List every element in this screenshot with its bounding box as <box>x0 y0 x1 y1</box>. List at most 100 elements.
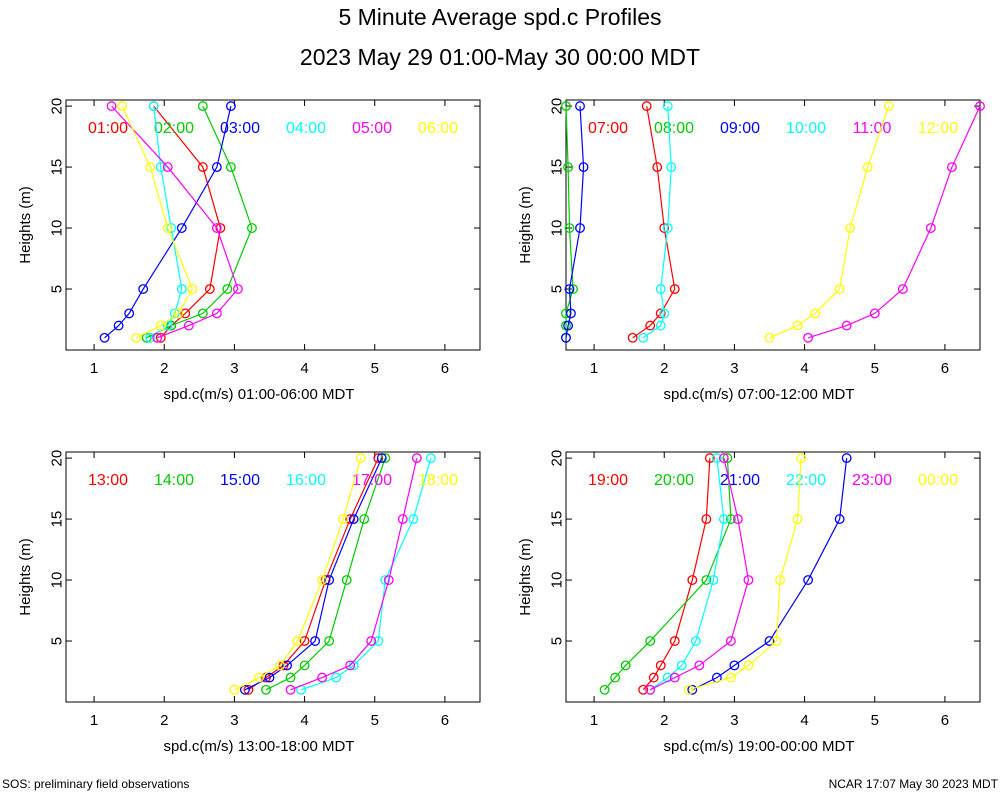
x-tick-label: 3 <box>230 712 238 729</box>
data-point <box>162 223 173 233</box>
legend-label: 15:00 <box>220 472 260 489</box>
y-tick-label: 5 <box>49 637 66 645</box>
y-tick-label: 5 <box>549 637 566 645</box>
series-line <box>649 458 725 691</box>
series-line <box>153 105 221 339</box>
data-point <box>575 223 585 233</box>
y-tick-label: 20 <box>549 98 566 115</box>
legend-label: 08:00 <box>654 120 694 137</box>
data-point <box>197 308 208 319</box>
legend-label: 01:00 <box>88 120 128 137</box>
data-point <box>655 308 666 319</box>
data-point <box>225 162 236 173</box>
series-line <box>146 105 253 339</box>
series-line <box>104 105 232 339</box>
data-point <box>183 320 194 331</box>
x-tick-label: 5 <box>871 712 879 729</box>
series-line <box>290 457 418 691</box>
plot-frame <box>65 451 481 703</box>
x-tick-label: 1 <box>90 360 98 377</box>
data-point <box>718 453 729 464</box>
series-0600 <box>117 101 198 343</box>
x-tick-label: 4 <box>300 712 308 729</box>
data-point <box>803 332 814 343</box>
data-point <box>317 575 328 585</box>
data-point <box>687 684 698 695</box>
footer-timestamp: NCAR 17:07 May 30 2023 MDT <box>828 777 998 791</box>
data-point <box>683 684 694 695</box>
series-line <box>642 458 711 691</box>
data-point <box>155 320 166 331</box>
series-line <box>807 105 981 339</box>
data-point <box>254 672 264 683</box>
data-point <box>610 672 621 683</box>
y-tick-label: 20 <box>49 450 66 467</box>
x-tick-label: 1 <box>90 712 98 729</box>
x-tick-label: 2 <box>660 712 668 729</box>
legend-label: 11:00 <box>853 120 892 137</box>
data-point <box>561 101 571 112</box>
legend-label: 05:00 <box>352 120 392 137</box>
plot-frame <box>565 99 981 351</box>
data-point <box>215 223 226 233</box>
data-point <box>117 101 128 112</box>
series-line <box>649 457 750 691</box>
series-1500 <box>239 453 387 695</box>
data-point <box>620 660 631 671</box>
data-point <box>197 101 208 112</box>
data-point <box>841 453 852 464</box>
x-tick-label: 6 <box>441 712 449 729</box>
data-point <box>652 162 663 173</box>
series-line <box>692 458 848 691</box>
data-point <box>106 101 117 112</box>
data-point <box>425 453 436 464</box>
data-point <box>380 453 391 464</box>
legend-label: 19:00 <box>588 472 628 489</box>
series-line <box>565 106 574 338</box>
data-point <box>299 660 310 671</box>
data-point <box>246 223 257 233</box>
data-point <box>627 332 638 343</box>
data-point <box>701 514 712 525</box>
data-point <box>324 636 335 646</box>
data-point <box>975 101 985 112</box>
data-point <box>725 514 736 525</box>
profile-panel-4: 1 2 3 4 5 6 5 10 15 20 spd.c(m/s) 19:00-00:00 MDT H… <box>517 450 981 755</box>
data-point <box>222 284 233 294</box>
series-1600 <box>296 453 436 695</box>
y-tick-label: 20 <box>49 98 66 115</box>
x-tick-label: 3 <box>730 360 738 377</box>
data-point <box>229 684 240 695</box>
data-point <box>264 672 275 683</box>
data-point <box>348 514 359 525</box>
series-line <box>248 457 379 691</box>
series-line <box>149 106 183 339</box>
data-point <box>771 636 782 646</box>
data-point <box>687 575 698 585</box>
data-point <box>285 672 296 683</box>
data-point <box>638 332 649 343</box>
data-point <box>310 636 321 646</box>
data-point <box>176 223 187 233</box>
profile-panel-3: 1 2 3 4 5 6 5 10 15 20 spd.c(m/s) 13:00-18:00 MDT H… <box>17 450 481 755</box>
data-point <box>845 223 856 233</box>
legend-label: 21:00 <box>720 472 760 489</box>
series-1200 <box>764 101 894 343</box>
series-line <box>632 105 676 339</box>
x-tick-label: 5 <box>371 360 379 377</box>
data-point <box>743 660 754 671</box>
series-0700 <box>627 101 680 343</box>
series-line <box>121 105 193 339</box>
data-point <box>662 223 673 233</box>
data-point <box>148 101 159 112</box>
x-tick-label: 1 <box>590 360 598 377</box>
data-point <box>666 162 677 173</box>
series-line <box>642 106 672 339</box>
legend-label: 20:00 <box>654 472 694 489</box>
data-point <box>669 636 680 646</box>
data-point <box>810 308 821 319</box>
series-0100 <box>148 101 226 343</box>
data-point <box>701 575 712 585</box>
data-point <box>155 332 166 343</box>
